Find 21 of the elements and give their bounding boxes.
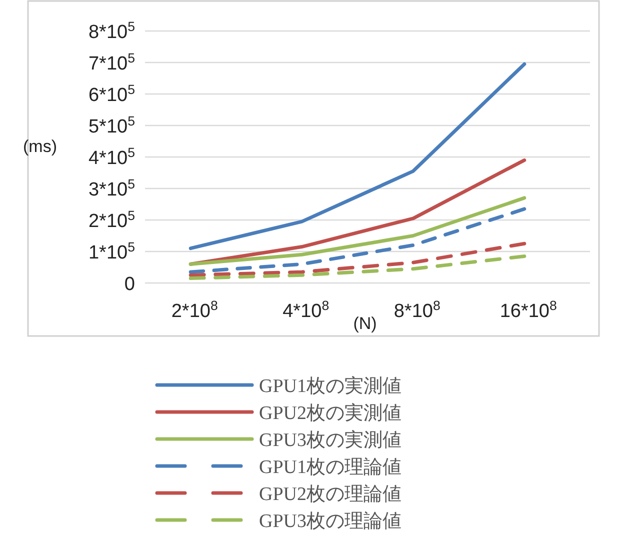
legend-label: GPU3枚の理論値 xyxy=(259,511,402,532)
legend-label: GPU1枚の実測値 xyxy=(259,375,402,397)
legend-label: GPU2枚の理論値 xyxy=(259,484,402,505)
legend-label: GPU2枚の実測値 xyxy=(259,402,402,424)
legend-label: GPU1枚の理論値 xyxy=(259,457,402,478)
y-tick-label: 0 xyxy=(124,274,135,295)
x-tick-label: 16*10$^{8}$ xyxy=(500,298,557,322)
y-tick-label: 4*10$^{5}$ xyxy=(88,144,135,169)
y-tick-label: 2*10$^{5}$ xyxy=(88,208,135,232)
y-tick-label: 6*10$^{5}$ xyxy=(88,82,135,106)
x-tick-label: 4*10$^{8}$ xyxy=(282,298,330,322)
y-tick-label: 1*10$^{5}$ xyxy=(88,239,135,264)
x-tick-label: 8*10$^{8}$ xyxy=(394,298,440,322)
x-axis-title: (N) xyxy=(353,314,377,333)
y-tick-label: 5*10$^{5}$ xyxy=(88,113,135,138)
x-tick-label: 2*10$^{8}$ xyxy=(171,298,218,322)
y-axis-title: (ms) xyxy=(23,137,57,156)
y-tick-label: 3*10$^{5}$ xyxy=(88,176,135,200)
legend-label: GPU3枚の実測値 xyxy=(259,429,402,451)
y-tick-label: 7*10$^{5}$ xyxy=(88,50,135,74)
y-tick-label: 8*10$^{5}$ xyxy=(88,18,135,43)
